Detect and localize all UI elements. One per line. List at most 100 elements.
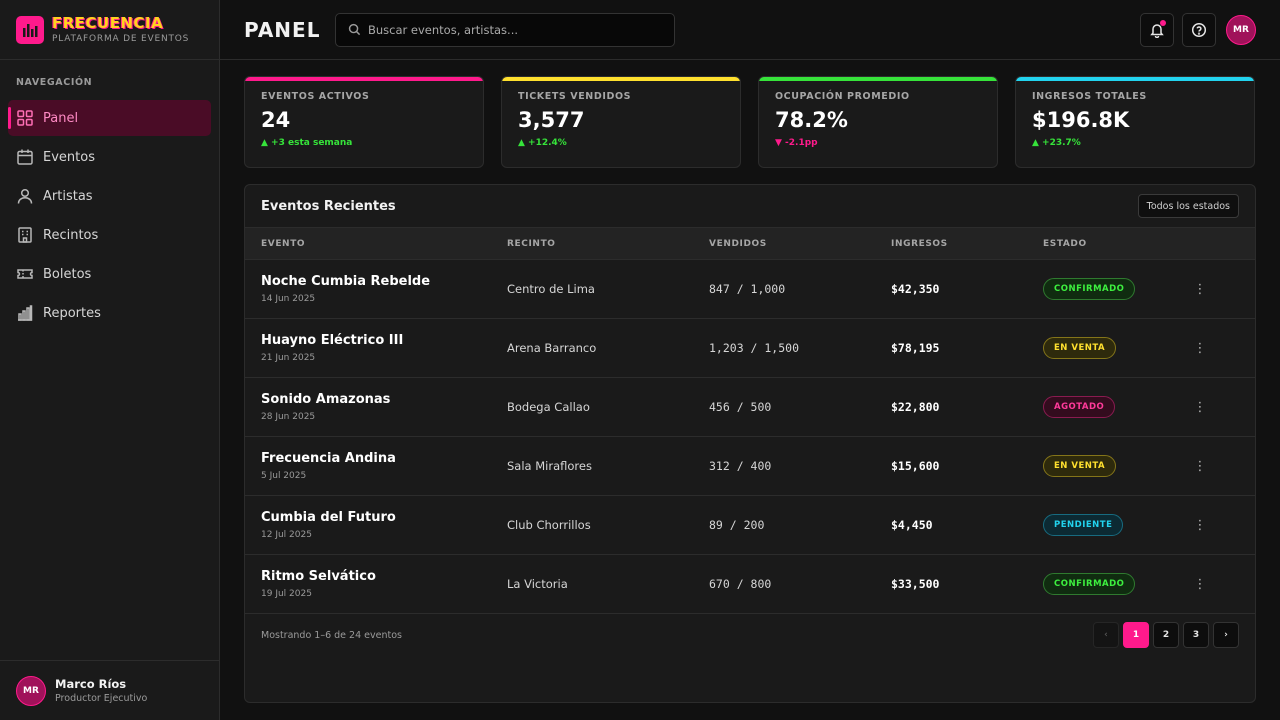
bar-chart-icon: [18, 305, 33, 321]
brand-name: FRECUENCIA: [52, 14, 164, 32]
sidebar-item-reportes[interactable]: Reportes: [8, 295, 211, 331]
sidebar-item-artistas[interactable]: Artistas: [8, 178, 211, 214]
stat-card-occupancy: OCUPACIÓN PROMEDIO 78.2% ▼ -2.1pp: [758, 76, 998, 168]
notifications-button[interactable]: [1140, 12, 1174, 47]
row-menu-icon[interactable]: ⋮: [1193, 340, 1207, 356]
stat-label: EVENTOS ACTIVOS: [261, 91, 370, 102]
event-revenue: $4,450: [891, 518, 933, 532]
panel-title: Eventos Recientes: [261, 198, 396, 214]
sidebar-item-label: Boletos: [43, 266, 92, 282]
help-button[interactable]: [1182, 12, 1216, 47]
dashboard-content: EVENTOS ACTIVOS 24 ▲ +3 esta semana TICK…: [220, 60, 1280, 703]
nav-heading: NAVEGACIÓN: [16, 77, 93, 88]
event-date: 28 Jun 2025: [261, 412, 316, 422]
event-date: 21 Jun 2025: [261, 353, 316, 363]
user-name: Marco Ríos: [55, 677, 127, 691]
event-venue: La Victoria: [507, 577, 568, 591]
event-name[interactable]: Huayno Eléctrico III: [261, 333, 404, 348]
stat-card-active-events: EVENTOS ACTIVOS 24 ▲ +3 esta semana: [244, 76, 484, 168]
event-sold: 312 / 400: [709, 459, 772, 473]
column-header-status[interactable]: ESTADO: [1043, 227, 1191, 260]
brand-subtitle: PLATAFORMA DE EVENTOS: [52, 34, 190, 44]
event-name[interactable]: Sonido Amazonas: [261, 392, 391, 407]
sidebar-item-label: Panel: [43, 110, 79, 126]
calendar-icon: [17, 149, 33, 165]
table-row[interactable]: Sonido Amazonas 28 Jun 2025 Bodega Callao…: [245, 378, 1255, 437]
page-title: PANEL: [244, 17, 321, 42]
stat-value: $196.8K: [1032, 108, 1130, 132]
event-revenue: $78,195: [891, 341, 940, 355]
event-venue: Club Chorrillos: [507, 518, 591, 532]
sidebar: FRECUENCIA PLATAFORMA DE EVENTOS NAVEGAC…: [0, 0, 220, 720]
column-header-venue[interactable]: RECINTO: [507, 227, 709, 260]
sidebar-item-boletos[interactable]: Boletos: [8, 256, 211, 292]
stat-value: 3,577: [518, 108, 585, 132]
stat-label: OCUPACIÓN PROMEDIO: [775, 91, 910, 102]
event-revenue: $15,600: [891, 459, 940, 473]
bell-icon: [1150, 23, 1164, 38]
notification-dot: [1160, 19, 1166, 26]
status-filter-dropdown[interactable]: Todos los estados: [1137, 194, 1239, 218]
event-venue: Bodega Callao: [507, 400, 590, 414]
topbar: PANEL MR: [220, 0, 1280, 60]
page-button-1[interactable]: 1: [1123, 622, 1149, 648]
sidebar-item-label: Artistas: [43, 188, 93, 204]
search-box[interactable]: [335, 12, 675, 47]
brand[interactable]: FRECUENCIA PLATAFORMA DE EVENTOS: [0, 0, 219, 60]
user-avatar-button[interactable]: MR: [1226, 14, 1256, 45]
recent-events-panel: Eventos Recientes Todos los estados EVEN…: [244, 184, 1256, 703]
column-header-event[interactable]: EVENTO: [245, 227, 507, 260]
next-page-button[interactable]: ›: [1213, 622, 1239, 648]
table-row[interactable]: Frecuencia Andina 5 Jul 2025 Sala Miraflo…: [245, 437, 1255, 496]
prev-page-button[interactable]: ‹: [1093, 622, 1119, 648]
sidebar-item-panel[interactable]: Panel: [8, 100, 211, 136]
row-menu-icon[interactable]: ⋮: [1193, 517, 1207, 533]
column-header-revenue[interactable]: INGRESOS: [891, 227, 1043, 260]
user-profile[interactable]: MR Marco Ríos Productor Ejecutivo: [0, 660, 219, 720]
building-icon: [18, 227, 32, 243]
status-badge: CONFIRMADO: [1043, 573, 1136, 595]
event-revenue: $42,350: [891, 282, 940, 296]
event-name[interactable]: Noche Cumbia Rebelde: [261, 274, 431, 289]
search-input[interactable]: [368, 22, 662, 37]
table-row[interactable]: Cumbia del Futuro 12 Jul 2025 Club Chorri…: [245, 496, 1255, 555]
sidebar-item-eventos[interactable]: Eventos: [8, 139, 211, 175]
table-row[interactable]: Ritmo Selvático 19 Jul 2025 La Victoria 6…: [245, 555, 1255, 614]
sidebar-item-label: Eventos: [43, 149, 95, 165]
table-row[interactable]: Huayno Eléctrico III 21 Jun 2025 Arena Ba…: [245, 319, 1255, 378]
event-sold: 670 / 800: [709, 577, 772, 591]
column-header-sold[interactable]: VENDIDOS: [709, 227, 891, 260]
main-area: PANEL MR EVENTOS ACTIVOS: [220, 0, 1280, 720]
stat-value: 78.2%: [775, 108, 848, 132]
event-sold: 847 / 1,000: [709, 282, 786, 296]
row-menu-icon[interactable]: ⋮: [1193, 458, 1207, 474]
event-name[interactable]: Cumbia del Futuro: [261, 510, 396, 525]
event-name[interactable]: Ritmo Selvático: [261, 569, 376, 584]
pagination: ‹ 1 2 3 ›: [1093, 622, 1239, 648]
row-menu-icon[interactable]: ⋮: [1193, 576, 1207, 592]
event-sold: 89 / 200: [709, 518, 765, 532]
status-badge: PENDIENTE: [1043, 514, 1124, 536]
event-name[interactable]: Frecuencia Andina: [261, 451, 396, 466]
row-menu-icon[interactable]: ⋮: [1193, 281, 1207, 297]
page-button-2[interactable]: 2: [1153, 622, 1179, 648]
table-footer: Mostrando 1–6 de 24 eventos ‹ 1 2 3 ›: [245, 614, 1255, 656]
person-icon: [17, 188, 33, 204]
event-venue: Sala Miraflores: [507, 459, 592, 473]
sidebar-item-recintos[interactable]: Recintos: [8, 217, 211, 253]
grid-icon: [17, 110, 33, 126]
row-menu-icon[interactable]: ⋮: [1193, 399, 1207, 415]
page-button-3[interactable]: 3: [1183, 622, 1209, 648]
avatar: MR: [16, 675, 46, 706]
event-date: 19 Jul 2025: [261, 589, 312, 599]
stat-card-total-revenue: INGRESOS TOTALES $196.8K ▲ +23.7%: [1015, 76, 1255, 168]
user-role: Productor Ejecutivo: [55, 693, 148, 704]
stat-label: TICKETS VENDIDOS: [518, 91, 632, 102]
event-revenue: $22,800: [891, 400, 940, 414]
status-badge: AGOTADO: [1043, 396, 1116, 418]
events-table: EVENTO RECINTO VENDIDOS INGRESOS ESTADO …: [245, 227, 1255, 614]
stat-delta: ▼ -2.1pp: [775, 138, 818, 148]
table-row[interactable]: Noche Cumbia Rebelde 14 Jun 2025 Centro d…: [245, 260, 1255, 319]
status-badge: EN VENTA: [1043, 337, 1117, 359]
